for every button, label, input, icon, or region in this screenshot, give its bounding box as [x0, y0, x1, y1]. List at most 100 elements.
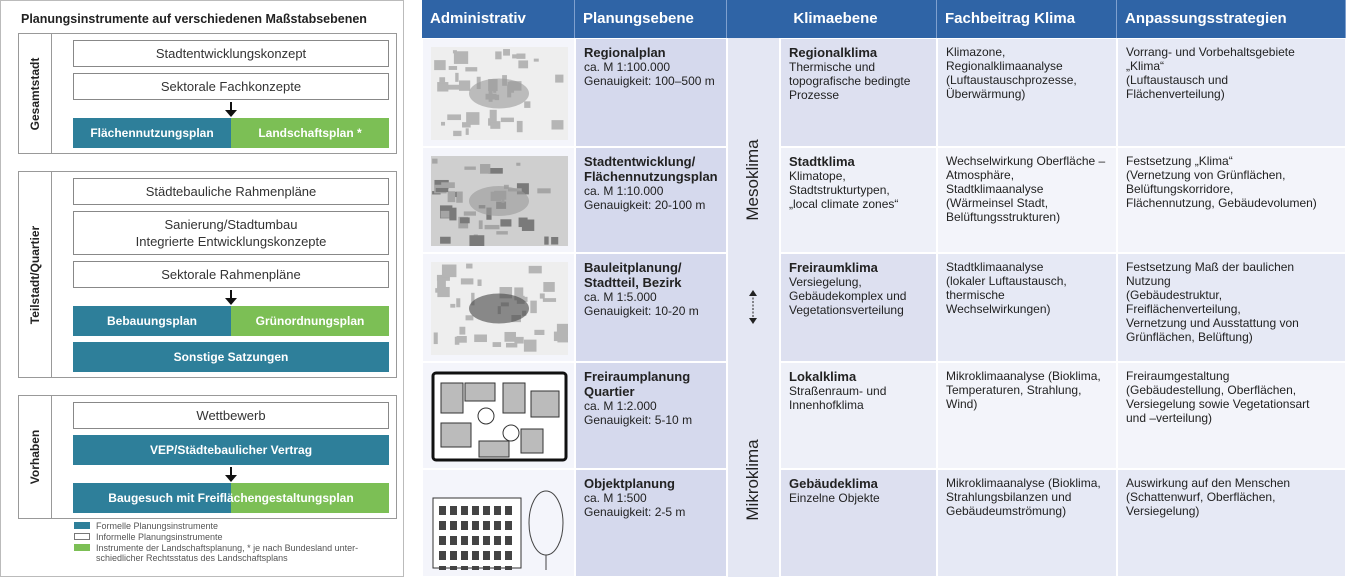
- box-text: Baugesuch mit Freiflächengestaltungsplan: [108, 490, 354, 505]
- strategy-line: Nutzung: [1126, 274, 1171, 288]
- ellipse: [469, 293, 529, 324]
- rect: [472, 566, 479, 570]
- climate-cell: Regionalklima Thermische und topografische…: [780, 38, 937, 147]
- rect: [440, 210, 453, 218]
- rect: [543, 282, 555, 292]
- admin-cell: [422, 362, 575, 469]
- level-title-line: Bauleitplanung/: [584, 260, 682, 275]
- strategy-cell: Festsetzung Maß der baulichen Nutzung (Geb…: [1117, 253, 1346, 362]
- legend-text: Formelle Planungsinstrumente: [96, 521, 218, 531]
- rect: [460, 278, 474, 285]
- level-title: Stadtentwicklung/Flächennutzungsplan: [584, 154, 718, 184]
- rect: [494, 506, 501, 515]
- map-image: [431, 262, 568, 355]
- rect: [477, 279, 482, 286]
- rect: [440, 236, 451, 244]
- level-line: Genauigkeit: 100–500 m: [584, 74, 715, 88]
- polygon: [749, 318, 757, 324]
- rect: [464, 166, 476, 170]
- rect: [463, 211, 476, 216]
- polygon: [225, 110, 237, 117]
- plan-box: VEP/Städtebaulicher Vertrag: [73, 435, 389, 465]
- rect: [500, 117, 514, 123]
- rect: [556, 323, 568, 335]
- ellipse: [469, 186, 529, 216]
- circle: [502, 424, 520, 442]
- contribution-line: Atmosphäre,: [946, 168, 1015, 182]
- contribution-cell: Stadtklimaanalyse (lokaler Luftaustausch,…: [937, 253, 1117, 362]
- level-line: ca. M 1:2.000: [584, 399, 657, 413]
- rect: [455, 72, 459, 82]
- strategy-line: Versiegelung sowie Vegetationsart: [1126, 397, 1310, 411]
- rect: [440, 382, 464, 414]
- rect: [456, 191, 463, 203]
- level-line: ca. M 1:5.000: [584, 290, 657, 304]
- strategy-line: Versiegelung): [1126, 504, 1200, 518]
- rect: [453, 51, 469, 64]
- header-cell: Klimaebene: [727, 0, 937, 38]
- rect: [471, 292, 475, 306]
- rect: [461, 521, 468, 530]
- rect: [466, 112, 480, 125]
- rect: [523, 339, 537, 352]
- plan-box: Sektorale Fachkonzepte: [73, 73, 389, 100]
- plan-box: Sonstige Satzungen: [73, 342, 389, 372]
- rect: [461, 551, 468, 560]
- rect: [494, 551, 501, 560]
- climate-line: Thermische und: [789, 60, 876, 74]
- rect: [504, 331, 516, 342]
- contribution-line: Gebäudeumströmung): [946, 504, 1067, 518]
- rect: [484, 224, 500, 230]
- rect: [495, 51, 502, 60]
- rect: [514, 287, 524, 301]
- strategy-line: Flächenverteilung): [1126, 87, 1225, 101]
- level-cell: Freiraumplanung Quartier ca. M 1:2.000 Gena…: [575, 362, 727, 469]
- rect: [466, 263, 473, 269]
- contribution-cell: Klimazone, Regionalklimaanalyse (Luftausta…: [937, 38, 1117, 147]
- climate-cell: Lokalklima Straßenraum- und Innenhofklima: [780, 362, 937, 469]
- rect: [433, 332, 438, 345]
- rect: [505, 551, 512, 560]
- rect: [465, 315, 474, 321]
- ellipse: [469, 78, 529, 109]
- rect: [505, 342, 518, 348]
- level-line: Genauigkeit: 10-20 m: [584, 304, 699, 318]
- plan-box: Stadtentwicklungskonzept: [73, 40, 389, 67]
- rect: [516, 183, 529, 195]
- climate-line: Gebäudekomplex und: [789, 289, 907, 303]
- rect: [502, 382, 526, 414]
- legend-line: Informelle Planungsinstrumente: [96, 532, 223, 542]
- legend-line: Formelle Planungsinstrumente: [96, 521, 219, 531]
- rect: [439, 521, 446, 530]
- strategy-line: „Klima“: [1126, 59, 1164, 73]
- rect: [465, 128, 469, 135]
- contribution-line: Wechselwirkungen): [946, 302, 1051, 316]
- rect: [505, 506, 512, 515]
- contribution-line: Temperaturen, Strahlung,: [946, 383, 1082, 397]
- arrow: [225, 102, 237, 117]
- polygon: [749, 290, 757, 296]
- rect: [472, 506, 479, 515]
- admin-cell: [422, 469, 575, 577]
- rect: [518, 60, 529, 69]
- legend-line: schiedlicher Rechtsstatus des Landschaft…: [96, 553, 288, 563]
- box-text: Stadtentwicklungskonzept: [155, 46, 307, 61]
- header-cell: Planungsebene: [575, 0, 727, 38]
- rect: [499, 287, 513, 299]
- legend-swatch: [74, 544, 90, 551]
- rect: [518, 217, 528, 228]
- contribution-line: Stadtklimaanalyse: [946, 182, 1044, 196]
- rect: [449, 207, 457, 221]
- rect: [483, 551, 490, 560]
- plan-box: Baugesuch mit Freiflächengestaltungsplan: [73, 483, 389, 513]
- rect: [469, 235, 485, 246]
- strategy-line: Freiraumgestaltung: [1126, 369, 1230, 383]
- level-title: Bauleitplanung/Stadtteil, Bezirk: [584, 260, 718, 290]
- rect: [520, 428, 544, 454]
- rect: [447, 114, 462, 121]
- box-text: Sektorale Rahmenpläne: [161, 267, 301, 282]
- level-cell: Bauleitplanung/Stadtteil, Bezirk ca. M 1:…: [575, 253, 727, 362]
- box-text: Grünordnungsplan: [255, 313, 365, 328]
- rect: [450, 536, 457, 545]
- strategy-line: (Schattenwurf, Oberflächen,: [1126, 490, 1276, 504]
